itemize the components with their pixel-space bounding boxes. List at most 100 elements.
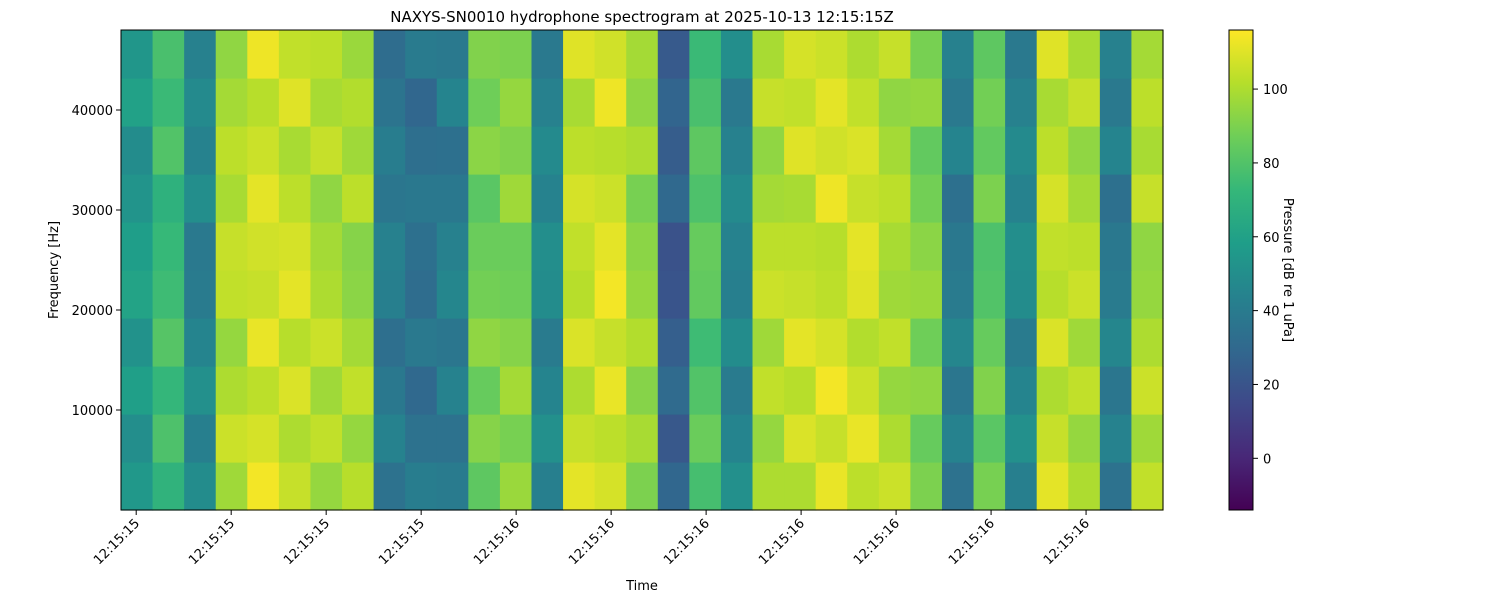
heatmap-cell [247,126,280,175]
heatmap-cell [278,30,312,79]
heatmap-cell [941,78,975,127]
heatmap-cell [310,270,343,319]
heatmap-cell [878,126,911,175]
heatmap-cell [1005,366,1038,415]
heatmap-cell [1068,462,1101,511]
heatmap-cell [405,414,438,463]
heatmap-cell [342,318,375,367]
heatmap-cell [657,462,690,511]
y-tick-label: 40000 [72,104,113,119]
heatmap-cell [973,78,1006,127]
heatmap-cell [1068,174,1101,223]
heatmap-cell [1099,78,1133,127]
colorbar-tick-label: 0 [1263,452,1271,467]
heatmap-cell [626,414,659,463]
heatmap-cell [847,78,880,127]
heatmap-cell [468,270,501,319]
heatmap-cell [310,414,343,463]
heatmap-cell [278,174,312,223]
heatmap-cell [342,366,375,415]
x-tick-label: 12:15:16 [471,516,523,568]
heatmap-cell [752,462,785,511]
heatmap-cell [436,318,469,367]
heatmap-cell [847,270,880,319]
heatmap-cell [689,462,722,511]
heatmap-cell [941,30,975,79]
heatmap-cell [184,270,217,319]
heatmap-cell [468,366,501,415]
heatmap-cell [121,174,154,223]
heatmap-cell [1036,318,1069,367]
heatmap-cell [626,174,659,223]
heatmap-cell [436,78,469,127]
heatmap-cell [594,366,627,415]
x-tick-label: 12:15:15 [376,516,428,568]
heatmap-cell [278,318,312,367]
heatmap-cell [910,30,943,79]
heatmap-cell [1131,462,1164,511]
heatmap-cell [1099,366,1133,415]
heatmap-cell [278,414,312,463]
heatmap-cell [184,366,217,415]
heatmap-cell [247,78,280,127]
heatmap-cell [910,366,943,415]
heatmap-cell [1068,318,1101,367]
heatmap-cell [847,30,880,79]
heatmap-cell [215,30,248,79]
heatmap-cell [373,366,406,415]
heatmap-cell [563,366,596,415]
heatmap-cell [973,126,1006,175]
heatmap-cell [152,30,185,79]
heatmap-cell [121,270,154,319]
heatmap-cell [121,318,154,367]
heatmap-cell [973,270,1006,319]
heatmap-cell [468,126,501,175]
heatmap-cell [563,318,596,367]
heatmap-cell [815,78,848,127]
heatmap-cell [436,462,469,511]
heatmap-cell [184,318,217,367]
heatmap-cell [405,318,438,367]
heatmap-cell [247,30,280,79]
heatmap-cell [499,366,533,415]
heatmap-cell [594,126,627,175]
heatmap-cell [1005,174,1038,223]
heatmap-cell [626,30,659,79]
heatmap-cell [152,126,185,175]
heatmap-cell [1131,78,1164,127]
heatmap-cell [878,174,911,223]
heatmap-cell [847,318,880,367]
x-tick-label: 12:15:15 [91,516,143,568]
heatmap-cell [784,270,817,319]
heatmap-cell [878,270,911,319]
heatmap-cell [278,126,312,175]
heatmap-cell [720,174,754,223]
heatmap-cell [152,78,185,127]
heatmap-cell [752,414,785,463]
heatmap-cell [531,366,564,415]
heatmap-cell [499,30,533,79]
heatmap-cell [563,270,596,319]
heatmap-cell [499,174,533,223]
heatmap-cell [1036,126,1069,175]
heatmap-cell [657,222,690,271]
heatmap-cell [531,30,564,79]
heatmap-cell [1099,270,1133,319]
heatmap-cell [373,126,406,175]
heatmap-cell [594,30,627,79]
heatmap-cell [531,78,564,127]
heatmap-cell [152,222,185,271]
heatmap-cell [689,126,722,175]
heatmap-cell [847,126,880,175]
heatmap-cell [152,414,185,463]
heatmap-cell [910,318,943,367]
heatmap-cell [815,318,848,367]
heatmap-cell [468,318,501,367]
heatmap-cell [342,270,375,319]
heatmap-cell [1131,126,1164,175]
heatmap-cell [657,414,690,463]
heatmap-cell [720,366,754,415]
y-tick-label: 10000 [72,404,113,419]
heatmap-cell [910,174,943,223]
heatmap-cell [657,318,690,367]
